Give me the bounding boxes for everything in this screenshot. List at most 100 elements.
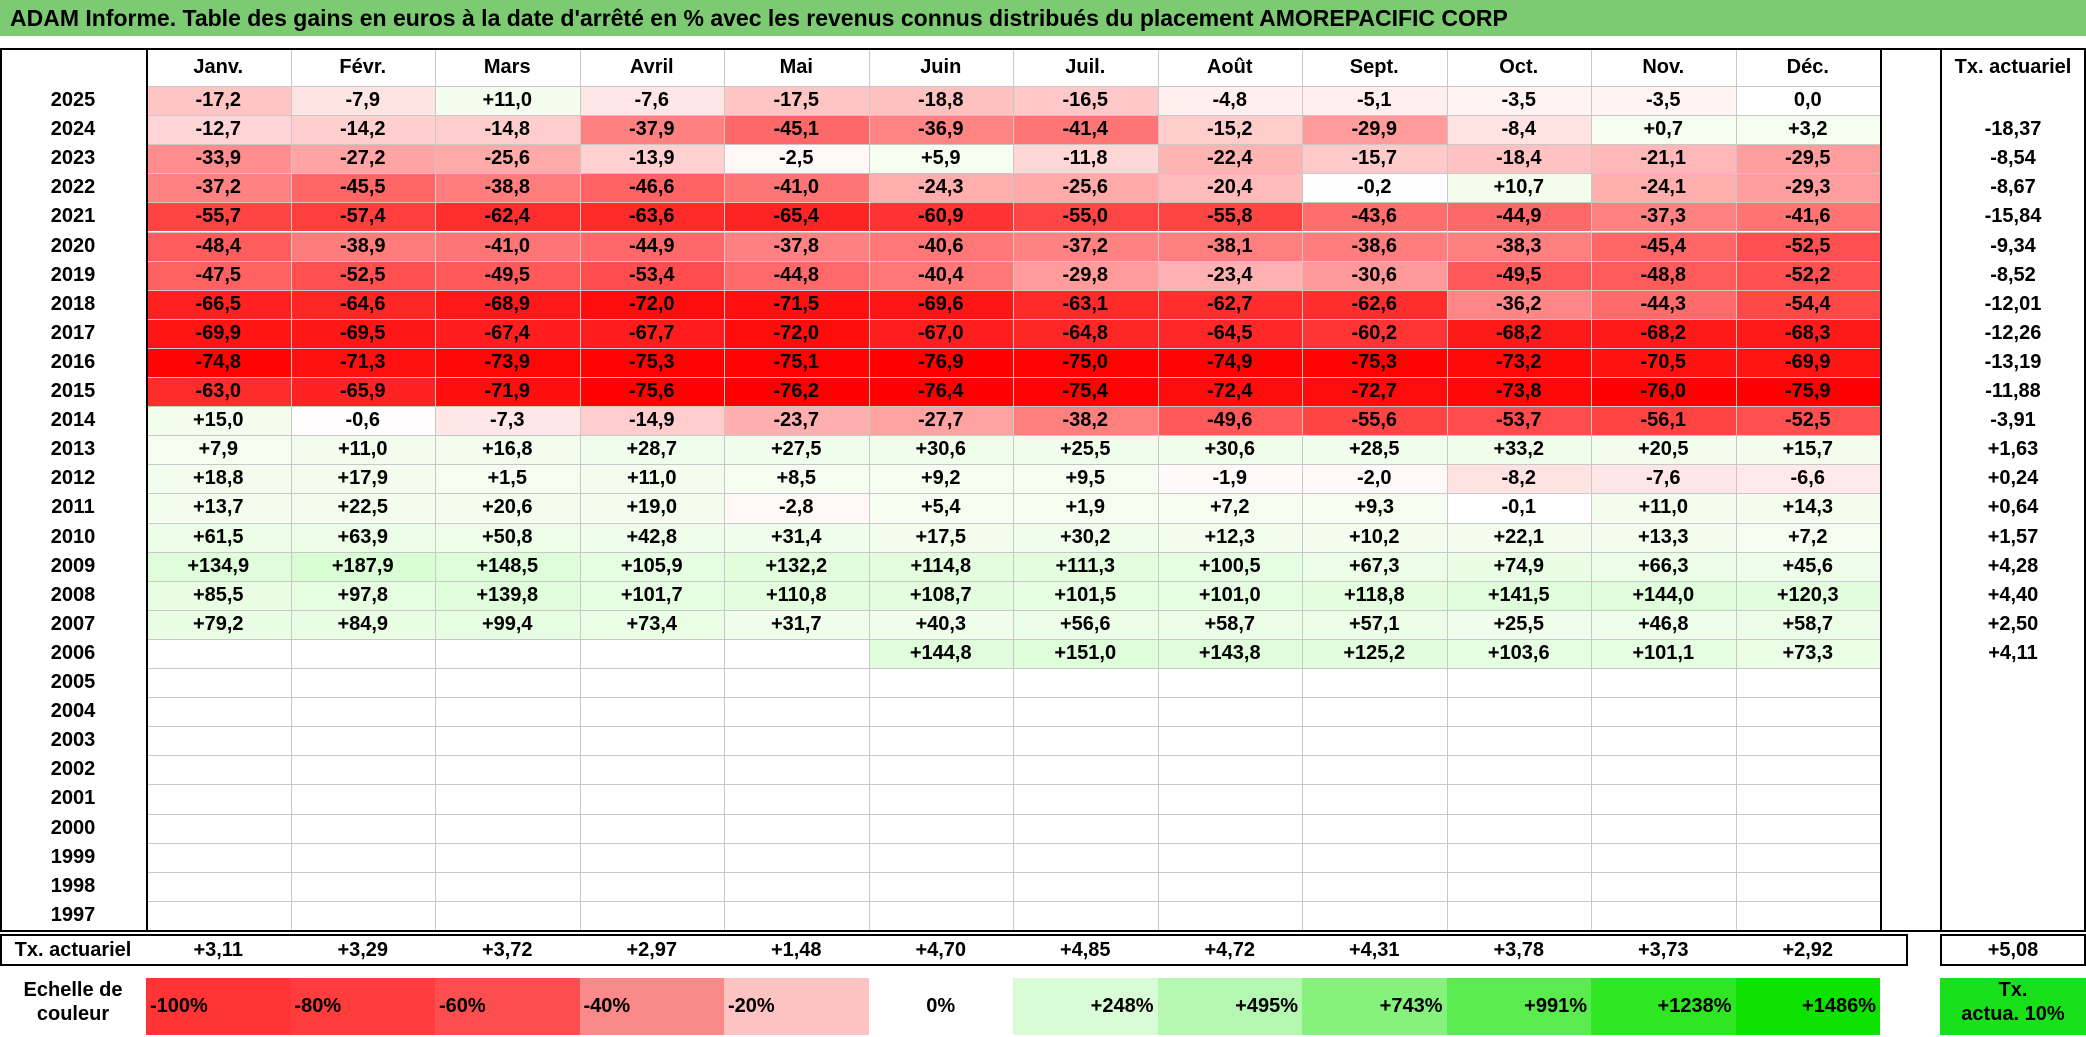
grid-line xyxy=(146,86,1880,87)
table-cell: -44,9 xyxy=(1446,202,1591,232)
table-cell: -44,9 xyxy=(579,231,724,261)
table-cell xyxy=(1591,784,1736,814)
table-cell: -70,5 xyxy=(1591,347,1736,377)
table-cell xyxy=(290,784,435,814)
table-cell: -75,1 xyxy=(724,347,869,377)
table-cell: -23,7 xyxy=(724,406,869,436)
table-cell: -73,8 xyxy=(1446,377,1591,407)
table-cell: -71,5 xyxy=(724,289,869,319)
grid-line xyxy=(579,50,581,930)
table-cell: -24,1 xyxy=(1591,173,1736,203)
table-cell: 0,0 xyxy=(1735,86,1880,116)
color-scale-label-line1: Echelle de xyxy=(23,979,123,1001)
table-cell: +30,6 xyxy=(868,435,1013,465)
table-cell xyxy=(1302,726,1447,756)
color-scale-swatch: +991% xyxy=(1446,978,1591,1035)
year-label: 2017 xyxy=(50,321,96,344)
table-cell: +5,9 xyxy=(868,144,1013,174)
table-cell: +25,5 xyxy=(1013,435,1158,465)
table-cell xyxy=(868,784,1013,814)
table-cell: +1,9 xyxy=(1013,493,1158,523)
table-cell: -64,8 xyxy=(1013,318,1158,348)
table-cell xyxy=(146,638,291,668)
table-cell: -36,2 xyxy=(1446,289,1591,319)
table-cell xyxy=(724,871,869,901)
table-cell xyxy=(868,755,1013,785)
table-cell: -48,4 xyxy=(146,231,291,261)
table-cell xyxy=(435,638,580,668)
table-cell: +17,9 xyxy=(290,464,435,494)
table-cell: +118,8 xyxy=(1302,580,1447,610)
table-cell xyxy=(146,726,291,756)
table-cell xyxy=(1446,813,1591,843)
table-cell: -7,6 xyxy=(1591,464,1736,494)
month-header: Nov. xyxy=(1642,56,1685,78)
table-cell: +100,5 xyxy=(1157,551,1302,581)
table-cell xyxy=(435,784,580,814)
table-cell: -75,0 xyxy=(1013,347,1158,377)
table-cell: +50,8 xyxy=(435,522,580,552)
table-cell: +9,3 xyxy=(1302,493,1447,523)
grid-line xyxy=(146,522,1880,524)
color-scale-label: Echelle de couleur xyxy=(0,978,146,1035)
table-cell xyxy=(290,726,435,756)
table-cell xyxy=(1013,755,1158,785)
tx-actuariel-cell: -13,19 xyxy=(1984,350,2042,373)
grid-line xyxy=(146,464,1880,466)
table-cell xyxy=(1013,726,1158,756)
tx-actuariel-cell: -12,01 xyxy=(1984,292,2042,315)
table-cell: -52,5 xyxy=(1735,406,1880,436)
table-cell xyxy=(724,900,869,930)
table-cell: -43,6 xyxy=(1302,202,1447,232)
table-cell: +10,7 xyxy=(1446,173,1591,203)
grid-line xyxy=(146,668,1880,669)
table-cell: +15,7 xyxy=(1735,435,1880,465)
grid-line xyxy=(290,50,292,930)
month-header: Oct. xyxy=(1499,56,1539,78)
table-cell: -68,3 xyxy=(1735,318,1880,348)
table-cell: -29,5 xyxy=(1735,144,1880,174)
table-cell: -7,9 xyxy=(290,86,435,116)
table-cell xyxy=(146,668,291,698)
table-cell xyxy=(724,755,869,785)
table-cell xyxy=(290,638,435,668)
year-label: 1997 xyxy=(50,903,96,926)
table-cell: -37,2 xyxy=(146,173,291,203)
table-cell: -48,8 xyxy=(1591,260,1736,290)
table-cell: -74,9 xyxy=(1157,347,1302,377)
table-cell: -18,8 xyxy=(868,86,1013,116)
tx-actuariel-cell: -18,37 xyxy=(1984,118,2042,141)
grid-line xyxy=(146,231,1880,233)
table-cell: -75,4 xyxy=(1013,377,1158,407)
table-cell: +187,9 xyxy=(290,551,435,581)
grid-line xyxy=(146,173,1880,175)
table-cell: +101,7 xyxy=(579,580,724,610)
table-cell xyxy=(1735,871,1880,901)
footer-value: +4,85 xyxy=(1059,939,1111,961)
table-cell: -49,5 xyxy=(435,260,580,290)
table-cell: -68,2 xyxy=(1446,318,1591,348)
footer-value: +3,72 xyxy=(481,939,533,961)
color-scale-swatch: 0% xyxy=(868,978,1013,1035)
grid-line xyxy=(146,50,147,930)
table-cell xyxy=(1591,813,1736,843)
table-cell: -12,7 xyxy=(146,115,291,145)
table-cell xyxy=(579,638,724,668)
table-cell: +0,7 xyxy=(1591,115,1736,145)
table-cell: -14,2 xyxy=(290,115,435,145)
table-cell: +22,5 xyxy=(290,493,435,523)
table-cell: -17,5 xyxy=(724,86,869,116)
footer-value: +4,31 xyxy=(1348,939,1400,961)
table-cell xyxy=(1591,697,1736,727)
year-label: 2013 xyxy=(50,438,96,461)
table-cell xyxy=(290,813,435,843)
grid-line xyxy=(146,435,1880,437)
color-scale-label-line2: couleur xyxy=(36,1003,110,1025)
year-label: 2005 xyxy=(50,671,96,693)
table-cell xyxy=(1591,755,1736,785)
table-cell: -22,4 xyxy=(1157,144,1302,174)
table-cell: -75,6 xyxy=(579,377,724,407)
table-cell: -53,7 xyxy=(1446,406,1591,436)
table-cell: -14,9 xyxy=(579,406,724,436)
table-cell: -53,4 xyxy=(579,260,724,290)
